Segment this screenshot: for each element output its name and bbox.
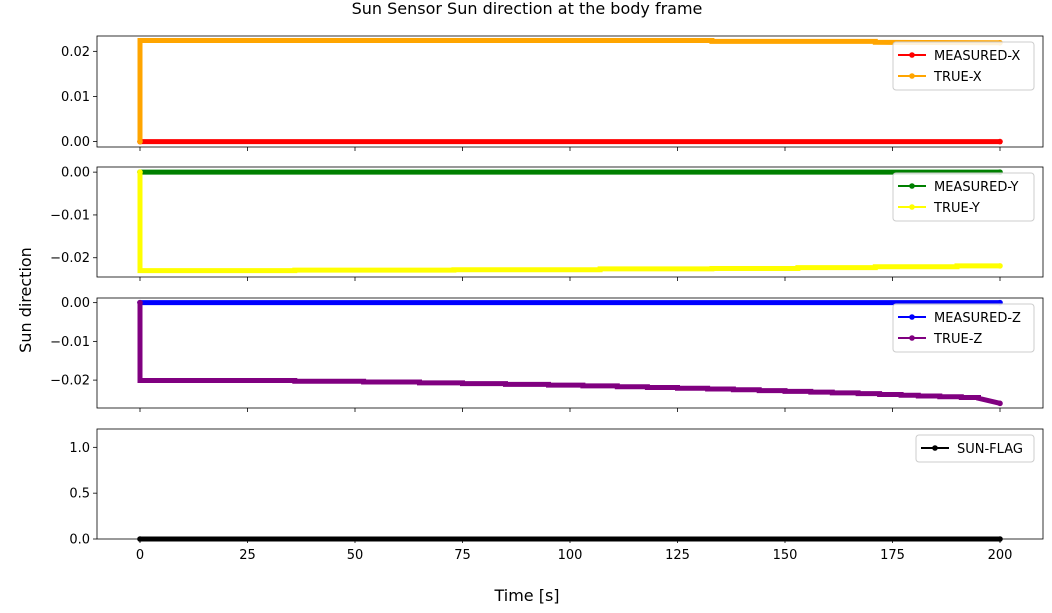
- x-tick-label: 0: [136, 548, 144, 563]
- y-tick-label: 0.0: [69, 533, 90, 548]
- legend-box: [892, 172, 1035, 222]
- x-tick-label: 150: [773, 548, 798, 563]
- y-tick-label: −0.01: [50, 208, 90, 223]
- legend-swatch-marker: [909, 335, 915, 341]
- series-measured-x: [137, 138, 1003, 145]
- x-tick-label: 100: [558, 548, 583, 563]
- y-tick-label: 0.02: [61, 45, 90, 60]
- subplot-4: 0.0 0.5 1.0 0 25 50 75 100 125 150 175 200 SUN-FLAG: [69, 428, 1044, 563]
- series-true-z: [137, 299, 1003, 407]
- series-true-x: [137, 38, 1003, 145]
- series-line: [137, 302, 1001, 406]
- y-tick-label: −0.02: [50, 374, 90, 389]
- legend: MEASURED-Z TRUE-Z: [892, 303, 1035, 353]
- x-tick-label: 50: [347, 548, 364, 563]
- series-marker-end: [997, 400, 1003, 407]
- legend-swatch-marker: [909, 314, 915, 320]
- y-tick-label: 0.00: [61, 135, 90, 150]
- legend-box: [892, 303, 1035, 353]
- y-tick-label: 0.00: [61, 166, 90, 181]
- legend: MEASURED-Y TRUE-Y: [892, 172, 1035, 222]
- legend: SUN-FLAG: [915, 434, 1035, 463]
- legend-label: MEASURED-Z: [934, 311, 1021, 326]
- x-tick-label: 200: [988, 548, 1013, 563]
- series-marker-end: [997, 138, 1003, 145]
- subplot-2: 0.00 −0.01 −0.02 MEASURED-Y TRUE-Y: [50, 166, 1044, 281]
- y-tick-label: 1.0: [69, 441, 90, 456]
- legend: MEASURED-X TRUE-X: [892, 41, 1035, 91]
- x-tick-label: 75: [454, 548, 471, 563]
- y-tick-label: 0.00: [61, 296, 90, 311]
- legend-swatch-marker: [932, 445, 938, 451]
- series-marker-start: [137, 169, 143, 175]
- y-axis-label: Sun direction: [16, 247, 35, 353]
- series-line: [137, 172, 1000, 274]
- y-tick-label: 0.5: [69, 487, 90, 502]
- chart-title: Sun Sensor Sun direction at the body fra…: [352, 0, 703, 18]
- legend-swatch-marker: [909, 73, 915, 79]
- series-line: [137, 38, 1001, 142]
- subplots: 0.000.010.02 MEASURED-XTRUE-X0.00−0.01−0.…: [50, 35, 1044, 563]
- legend-box: [915, 434, 1035, 463]
- legend-swatch-marker: [909, 183, 915, 189]
- legend-label: SUN-FLAG: [957, 442, 1023, 457]
- legend-label: TRUE-Z: [933, 332, 982, 347]
- series-measured-y: [137, 169, 1003, 175]
- series-marker-end: [997, 263, 1003, 269]
- legend-label: TRUE-X: [933, 70, 982, 85]
- series-true-y: [137, 169, 1003, 274]
- x-tick-label: 125: [665, 548, 690, 563]
- legend-box: [892, 41, 1035, 91]
- legend-swatch-marker: [909, 52, 915, 58]
- y-tick-label: 0.01: [61, 90, 90, 105]
- y-tick-label: −0.02: [50, 251, 90, 266]
- series-measured-z: [137, 299, 1003, 306]
- legend-label: TRUE-Y: [933, 201, 980, 216]
- legend-swatch-marker: [909, 204, 915, 210]
- subplot-3: 0.00 −0.01 −0.02 MEASURED-Z TRUE-Z: [50, 296, 1044, 412]
- legend-label: MEASURED-Y: [934, 180, 1018, 195]
- subplot-1: 0.00 0.01 0.02 MEASURED-X TRUE-X: [61, 35, 1044, 151]
- x-tick-label: 25: [239, 548, 256, 563]
- series-marker-start: [137, 299, 143, 306]
- axes-frame: [96, 428, 1044, 540]
- legend-label: MEASURED-X: [934, 49, 1020, 64]
- x-tick-label: 175: [880, 548, 905, 563]
- series-marker-start: [137, 138, 143, 145]
- x-axis-label: Time [s]: [493, 586, 559, 605]
- y-tick-label: −0.01: [50, 335, 90, 350]
